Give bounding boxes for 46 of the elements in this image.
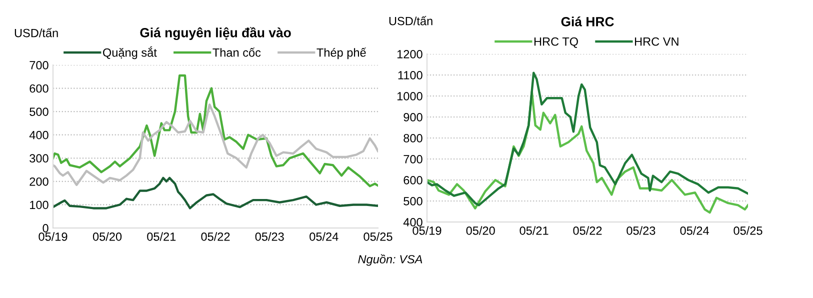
y-tick-label: 800 [404,134,422,142]
y-tick-label: 400 [29,130,48,140]
y-tick-label: 1000 [397,92,422,100]
x-tick-label: 05/21 [147,232,176,241]
y-tick-label: 500 [404,197,422,206]
legend-label: HRC TQ [534,37,578,48]
line-series [427,90,748,214]
y-tick-label: 700 [30,61,48,70]
y-tick-label: 0 [42,224,48,232]
x-tick-label: 05/24 [680,226,709,235]
y-tick-label: 700 [404,155,422,164]
y-tick-label: 900 [404,113,422,122]
x-tick-label: 05/20 [466,226,495,235]
line-series [53,74,378,188]
x-tick-label: 05/20 [92,232,122,241]
line-series [427,72,748,206]
y-tick-label: 100 [30,200,48,210]
x-tick-label: 05/19 [412,226,442,235]
x-tick-label: 05/24 [310,232,338,241]
chart-title: Giá nguyên liệu đầu vào [140,27,291,40]
text: Nguồn: VSA [358,254,422,266]
x-tick-label: 05/25 [734,226,762,235]
x-tick-label: 05/21 [520,226,548,235]
x-tick-label: 05/19 [38,232,68,241]
chart-title: Giá HRC [561,16,614,26]
x-tick-label: 05/22 [573,226,602,235]
y-axis-title: USD/tấn [14,28,58,38]
y-tick-label: 300 [30,154,48,163]
y-tick-label: 600 [404,176,422,184]
x-tick-label: 05/23 [626,226,656,235]
x-tick-label: 05/22 [201,232,230,241]
line-series [53,103,378,186]
y-tick-label: 1100 [398,71,422,80]
x-tick-label: 05/25 [364,232,392,241]
y-tick-label: 600 [30,84,48,93]
legend-label: Than cốc [212,48,261,57]
legend-label: Thép phế [316,48,366,60]
y-tick-label: 500 [30,108,48,116]
y-tick-label: 200 [30,177,48,186]
legend-label: HRC VN [634,37,678,46]
y-axis-title: USD/tấn [389,16,432,26]
legend-label: Quặng sắt [103,46,157,60]
line-series [53,176,378,210]
y-tick-label: 400 [403,218,422,226]
x-tick-label: 05/23 [255,232,284,241]
y-tick-label: 1200 [397,50,422,58]
